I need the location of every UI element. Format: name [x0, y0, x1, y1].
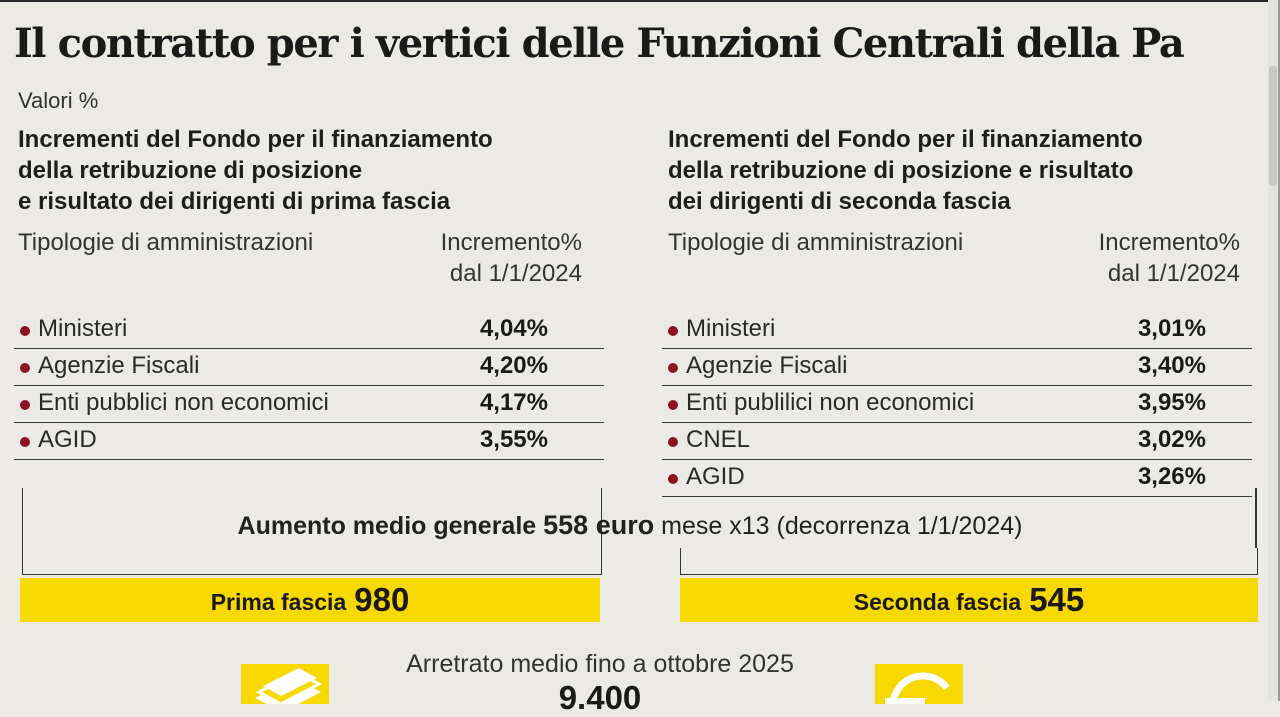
second-tier-value: 545: [1029, 581, 1085, 618]
row-value: 3,40%: [1137, 352, 1206, 379]
row-label: Enti publilici non economici: [686, 389, 975, 416]
average-increase-line: Aumento medio generale 558 euro mese x13…: [0, 510, 1260, 541]
table-row: Ministeri 3,01%: [662, 312, 1252, 349]
table-row: AGID 3,26%: [662, 460, 1252, 497]
bullet-icon: [20, 326, 30, 336]
right-col-increment-header: Incremento% dal 1/1/2024: [1098, 229, 1240, 287]
left-panel-title: Incrementi del Fondo per il finanziament…: [18, 126, 493, 215]
row-value: 3,55%: [479, 426, 548, 453]
average-amount: 558 euro: [543, 510, 655, 540]
arrears-value: 9.400: [558, 679, 642, 716]
table-row: CNEL 3,02%: [662, 423, 1252, 460]
table-row: Enti pubblici non economici 4,17%: [14, 386, 604, 423]
arrears-label: Arretrato medio fino a ottobre 2025: [406, 650, 794, 678]
bullet-icon: [20, 437, 30, 447]
bullet-icon: [20, 400, 30, 410]
row-value: 4,17%: [479, 389, 548, 416]
first-tier-band: Prima fascia 980: [20, 578, 600, 622]
right-rows: Ministeri 3,01% Agenzie Fiscali 3,40% En…: [662, 312, 1252, 497]
right-panel-title: Incrementi del Fondo per il finanziament…: [668, 126, 1143, 215]
left-rows: Ministeri 4,04% Agenzie Fiscali 4,20% En…: [14, 312, 604, 460]
top-border: [0, 0, 1280, 2]
row-label: Agenzie Fiscali: [686, 352, 848, 379]
right-column-headers: Tipologie di amministrazioni Incremento%…: [668, 227, 1254, 299]
left-col-type-header: Tipologie di amministrazioni: [18, 229, 314, 256]
right-bracket-upper: [1255, 488, 1257, 548]
left-col-increment-header: Incremento% dal 1/1/2024: [440, 229, 582, 287]
row-label: Enti pubblici non economici: [38, 389, 329, 416]
row-label: Agenzie Fiscali: [38, 352, 200, 379]
row-label: Ministeri: [686, 315, 776, 342]
table-row: Enti publilici non economici 3,95%: [662, 386, 1252, 423]
left-column-headers: Tipologie di amministrazioni Incremento%…: [18, 227, 606, 299]
banknotes-icon: [241, 664, 329, 704]
scrollbar-thumb[interactable]: [1269, 66, 1277, 186]
average-suffix: mese x13 (decorrenza 1/1/2024): [661, 512, 1023, 540]
bullet-icon: [668, 474, 678, 484]
first-tier-value: 980: [354, 581, 410, 618]
average-prefix: Aumento medio generale: [237, 512, 537, 540]
left-panel-first-tier: Incrementi del Fondo per il finanziament…: [14, 124, 606, 460]
right-border: [1278, 0, 1280, 701]
bullet-icon: [668, 437, 678, 447]
table-row: Agenzie Fiscali 3,40%: [662, 349, 1252, 386]
left-bracket: [22, 488, 602, 575]
bullet-icon: [668, 400, 678, 410]
row-label: CNEL: [686, 426, 751, 453]
first-tier-label: Prima fascia: [210, 589, 347, 615]
scrollbar-track[interactable]: [1268, 0, 1278, 701]
row-value: 3,01%: [1137, 315, 1206, 342]
row-value: 3,02%: [1137, 426, 1206, 453]
bullet-icon: [668, 326, 678, 336]
table-row: AGID 3,55%: [14, 423, 604, 460]
table-row: Agenzie Fiscali 4,20%: [14, 349, 604, 386]
row-value: 4,04%: [479, 315, 548, 342]
right-panel-second-tier: Incrementi del Fondo per il finanziament…: [662, 124, 1254, 497]
second-tier-band: Seconda fascia 545: [680, 578, 1258, 622]
banknotes-icon-graphic: [255, 668, 323, 704]
row-label: AGID: [38, 426, 97, 453]
row-label: AGID: [686, 463, 745, 490]
row-value: 3,95%: [1137, 389, 1206, 416]
row-value: 3,26%: [1137, 463, 1206, 490]
second-tier-label: Seconda fascia: [853, 589, 1022, 615]
row-value: 4,20%: [479, 352, 548, 379]
row-label: Ministeri: [38, 315, 128, 342]
bullet-icon: [20, 363, 30, 373]
right-bracket: [680, 548, 1258, 575]
infographic-title: Il contratto per i vertici delle Funzion…: [14, 20, 1185, 67]
right-col-type-header: Tipologie di amministrazioni: [668, 229, 964, 256]
units-label: Valori %: [18, 88, 99, 113]
table-row: Ministeri 4,04%: [14, 312, 604, 349]
bullet-icon: [668, 363, 678, 373]
